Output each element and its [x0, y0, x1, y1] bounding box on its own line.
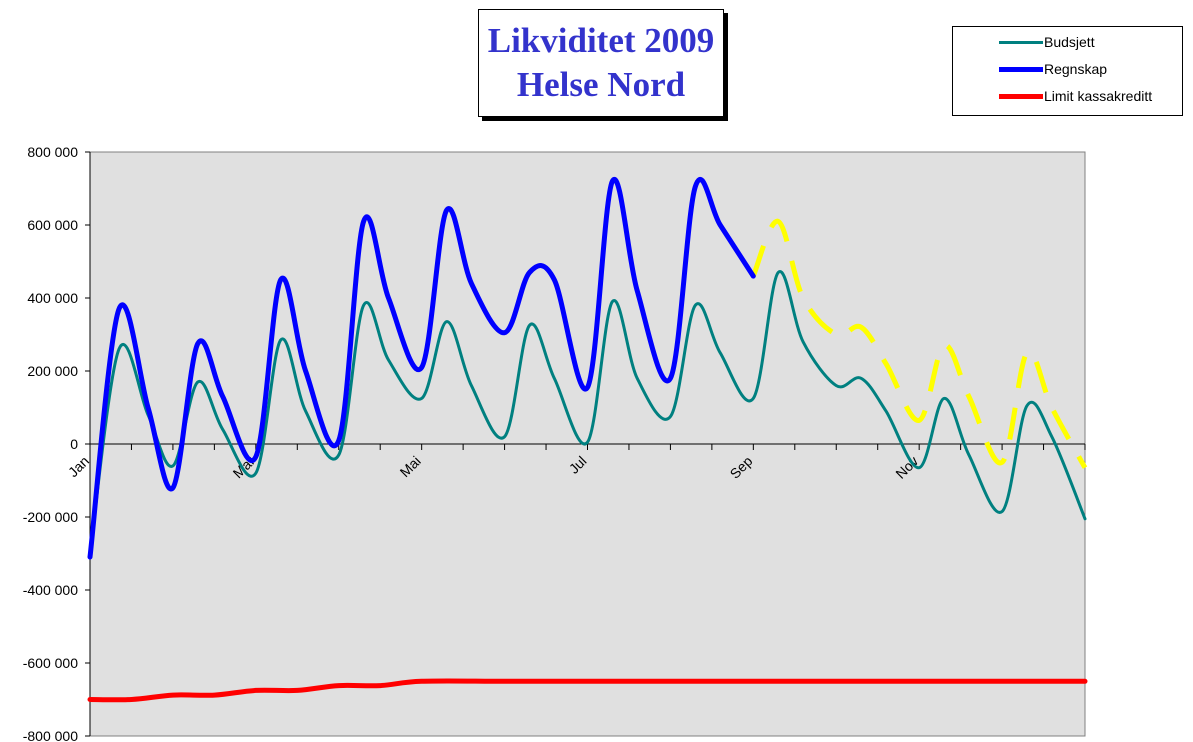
legend-item-regnskap: Regnskap: [999, 59, 1107, 79]
series-line-prognose: [750, 218, 1088, 469]
y-tick-label: 200 000: [27, 363, 78, 379]
chart-title-box: Likviditet 2009 Helse Nord: [478, 9, 724, 117]
legend-swatch-budsjett: [999, 40, 1043, 44]
chart-title: Likviditet 2009: [487, 21, 715, 60]
legend-swatch-limit: [999, 93, 1043, 99]
series-line-regnskap: [87, 176, 756, 560]
legend-item-budsjett: Budsjett: [999, 32, 1095, 52]
series-layer: [87, 176, 1088, 703]
legend-label-limit: Limit kassakreditt: [1044, 88, 1153, 104]
legend-swatch-regnskap: [999, 66, 1043, 72]
legend-item-limit: Limit kassakreditt: [999, 86, 1152, 106]
y-tick-label: -600 000: [23, 655, 78, 671]
legend-label-regnskap: Regnskap: [1044, 61, 1108, 77]
x-tick-label: Jan: [65, 453, 92, 480]
y-tick-label: 400 000: [27, 290, 78, 306]
y-tick-label: -400 000: [23, 582, 78, 598]
y-tick-label: 600 000: [27, 217, 78, 233]
y-axis: -800 000 -600 000 -400 000 -200 000 0 200 000…: [23, 144, 91, 742]
chart-legend: Budsjett Regnskap Limit kassakreditt: [952, 26, 1183, 116]
y-tick-label: -200 000: [23, 509, 78, 525]
series-line-limit-kassakreditt: [87, 678, 1088, 703]
series-line-budsjett: [88, 270, 1087, 555]
y-tick-label: -800 000: [23, 728, 78, 742]
y-tick-label: 0: [70, 436, 78, 452]
chart-subtitle: Helse Nord: [516, 65, 686, 104]
y-tick-label: 800 000: [27, 144, 78, 160]
legend-label-budsjett: Budsjett: [1044, 34, 1095, 50]
